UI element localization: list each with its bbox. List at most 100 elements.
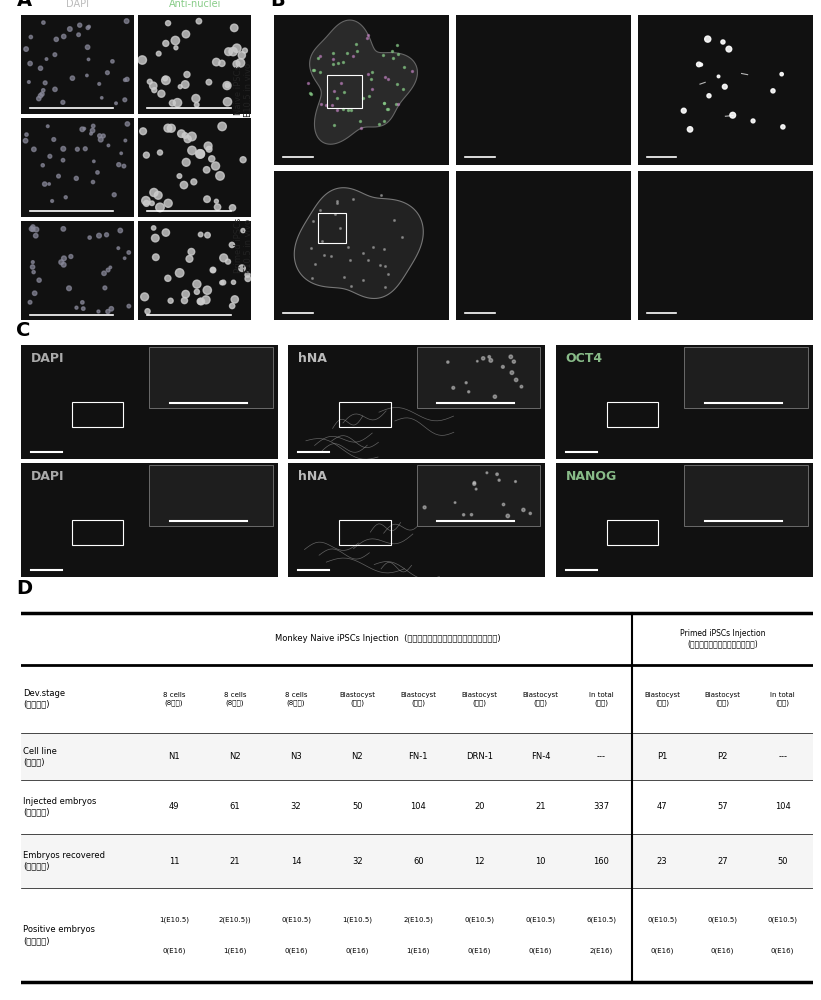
Point: [190, 90, 203, 106]
Point: [307, 62, 320, 78]
Point: [222, 254, 235, 270]
Point: [36, 157, 49, 173]
Point: [57, 152, 70, 168]
Point: [305, 86, 318, 102]
Point: [326, 51, 339, 67]
Point: [236, 47, 249, 63]
Point: [37, 15, 50, 31]
Point: [179, 26, 192, 42]
Text: 32: 32: [291, 802, 301, 811]
Point: [34, 60, 47, 76]
Text: 11: 11: [168, 857, 179, 866]
Point: [177, 177, 190, 193]
Point: [19, 133, 32, 149]
Point: [355, 120, 368, 136]
Point: [374, 187, 388, 203]
Point: [337, 84, 351, 100]
Text: 0(E16): 0(E16): [650, 948, 674, 954]
Text: Blastocyst
(囊胚): Blastocyst (囊胚): [644, 692, 680, 706]
Text: P2: P2: [718, 752, 727, 761]
Point: [27, 141, 40, 157]
Bar: [416, 465, 540, 526]
Text: OCT4: OCT4: [566, 352, 603, 365]
Point: [81, 39, 94, 55]
Point: [106, 53, 119, 69]
Text: 6(E10.5): 6(E10.5): [586, 916, 617, 923]
Point: [30, 222, 43, 238]
Text: 0(E10.5): 0(E10.5): [768, 916, 798, 923]
Bar: [607, 520, 658, 545]
Point: [345, 278, 358, 294]
Point: [315, 233, 328, 249]
Point: [83, 230, 96, 246]
Point: [351, 43, 364, 59]
Text: 0(E10.5): 0(E10.5): [465, 916, 494, 923]
Point: [328, 206, 342, 222]
Text: N3: N3: [290, 752, 302, 761]
Point: [391, 46, 404, 62]
Text: ---: ---: [778, 752, 787, 761]
Point: [356, 245, 369, 261]
Text: 61: 61: [230, 802, 241, 811]
Point: [210, 193, 223, 209]
Text: 2(E10.5)): 2(E10.5)): [218, 916, 251, 923]
Text: 0(E16): 0(E16): [468, 948, 491, 954]
Point: [515, 379, 528, 395]
Point: [222, 44, 235, 60]
Point: [683, 121, 696, 137]
Point: [483, 349, 496, 365]
Point: [378, 113, 391, 129]
Point: [162, 15, 175, 31]
Point: [346, 191, 360, 207]
Point: [337, 54, 350, 70]
Point: [337, 269, 351, 285]
Point: [183, 251, 196, 267]
Point: [118, 72, 131, 88]
Point: [38, 176, 51, 192]
Text: 50: 50: [352, 802, 362, 811]
Text: Naive iPSCs
E10.5 in vivo: Naive iPSCs E10.5 in vivo: [234, 63, 254, 117]
Point: [397, 59, 410, 75]
Point: [57, 141, 70, 157]
Point: [101, 304, 114, 320]
Point: [206, 262, 219, 278]
Point: [386, 50, 399, 66]
Text: DAPI: DAPI: [31, 352, 64, 365]
Point: [507, 354, 521, 370]
Point: [80, 67, 94, 83]
Point: [52, 168, 65, 184]
Point: [200, 191, 213, 207]
Point: [186, 142, 199, 158]
Point: [20, 127, 33, 143]
Point: [57, 257, 71, 273]
Point: [406, 63, 419, 79]
Point: [215, 275, 228, 291]
Point: [305, 270, 319, 286]
Point: [195, 293, 208, 309]
Text: 50: 50: [777, 857, 788, 866]
Point: [238, 43, 251, 59]
Point: [98, 265, 111, 281]
Point: [227, 44, 240, 60]
Text: Anti-nuclei: Anti-nuclei: [168, 0, 221, 9]
Point: [448, 495, 461, 511]
Point: [497, 359, 510, 375]
Point: [112, 240, 125, 256]
Point: [228, 291, 241, 307]
Point: [362, 88, 375, 104]
Point: [361, 252, 374, 268]
Point: [390, 76, 403, 92]
Point: [41, 118, 54, 134]
Text: Monkey Naive iPSCs Injection  (恒河猴胚胸内细胞团样多潜能干细胞注射): Monkey Naive iPSCs Injection (恒河猴胚胸内细胞团样…: [275, 634, 501, 643]
Text: hNA: hNA: [298, 352, 328, 365]
Point: [91, 164, 104, 180]
Text: 23: 23: [657, 857, 667, 866]
Text: 21: 21: [230, 857, 241, 866]
Point: [230, 40, 243, 56]
Point: [115, 145, 128, 161]
Point: [102, 262, 115, 278]
Text: 10: 10: [535, 857, 546, 866]
Point: [119, 133, 132, 149]
Point: [24, 56, 37, 72]
Point: [118, 250, 131, 266]
